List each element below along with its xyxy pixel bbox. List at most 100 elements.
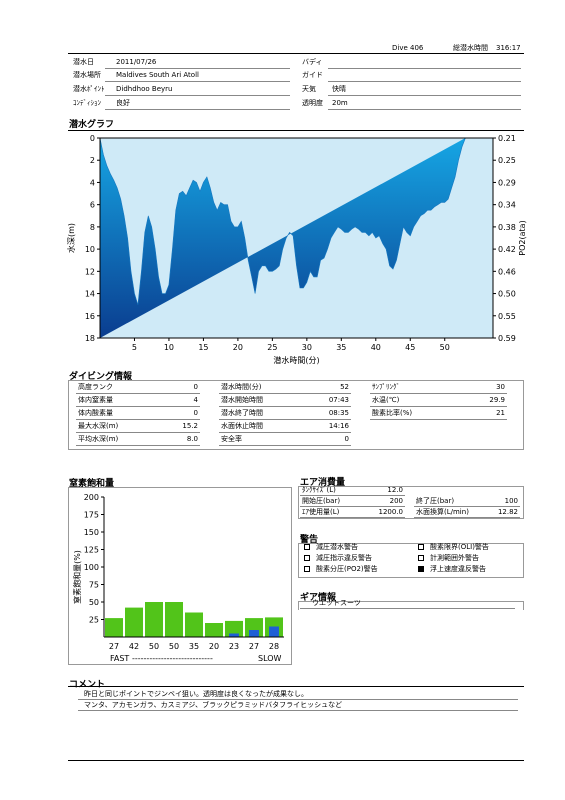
warning-item: 酸素限界(OLI)警告 — [418, 543, 489, 552]
nitrogen-y-tick-label: 150 — [84, 528, 99, 537]
dive-info-value: 21 — [496, 409, 505, 417]
underline — [76, 445, 200, 446]
visibility-label: 透明度 — [302, 99, 323, 107]
nitrogen-bar — [145, 602, 163, 637]
nitrogen-bar — [165, 602, 183, 637]
underline — [370, 419, 507, 420]
nitrogen-bar — [105, 618, 123, 637]
underline — [76, 393, 200, 394]
buddy-label: バディ — [302, 58, 323, 66]
warning-checkbox — [418, 566, 424, 572]
x-tick-label: 30 — [302, 343, 312, 352]
dive-info-label: 平均水深(m) — [78, 435, 119, 443]
y-tick-label: 10 — [85, 245, 95, 254]
underline — [76, 432, 200, 433]
underline — [328, 68, 521, 69]
underline — [414, 517, 520, 518]
nitrogen-bar — [249, 630, 259, 637]
x-tick-label: 35 — [336, 343, 346, 352]
nitrogen-y-tick-label: 175 — [84, 511, 99, 520]
nitrogen-bar — [125, 607, 143, 637]
comment-line-2: マンタ、アカモンガラ、カスミアジ、ブラックピラミッドバタフライヒッシュなど — [84, 701, 343, 709]
x-tick-label: 25 — [267, 343, 277, 352]
y2-tick-label: 0.46 — [498, 267, 516, 276]
nitrogen-chart: 25 50 75 100 125 150 175 200 27 42 50 50 35 20 23 27 28… — [72, 493, 284, 663]
graph-rule — [68, 130, 524, 131]
gear-item: ウエットスーツ — [312, 599, 361, 607]
x-axis-label: 潜水時間(分) — [273, 355, 319, 365]
tank-value: 12.0 — [387, 486, 403, 494]
underline — [76, 419, 200, 420]
underline — [78, 710, 518, 711]
dive-info-value: 07:43 — [328, 396, 349, 404]
y2-tick-label: 0.34 — [498, 201, 516, 210]
y2-axis-label: PO2(ata) — [518, 220, 527, 255]
dive-info-label: ｻﾝﾌﾟﾘﾝｸﾞ — [372, 383, 400, 391]
nitrogen-y-tick-label: 75 — [89, 581, 99, 590]
dive-info-value: 8.0 — [186, 435, 198, 443]
underline — [78, 699, 518, 700]
y-tick-label: 0 — [90, 134, 95, 143]
warning-item: 酸素分圧(PO2)警告 — [304, 565, 378, 574]
y-tick-label: 12 — [85, 267, 95, 276]
x-tick-label: 40 — [371, 343, 381, 352]
depth-area — [99, 137, 466, 338]
dive-info-value: 15.2 — [182, 422, 198, 430]
warning-item: 浮上速度違反警告 — [418, 565, 486, 574]
underline — [219, 419, 351, 420]
fast-slow-dashes: ---------------------------- — [132, 654, 213, 663]
nitrogen-y-tick-label: 100 — [84, 563, 99, 572]
nitrogen-bar — [205, 623, 223, 637]
nitrogen-category-label: 23 — [229, 642, 239, 651]
y2-tick-label: 0.25 — [498, 156, 516, 165]
warning-label: 酸素限界(OLI)警告 — [430, 543, 489, 551]
nitrogen-y-tick-label: 25 — [89, 616, 99, 625]
dive-info-label: 水温(℃) — [372, 396, 400, 404]
end-pressure-value: 100 — [504, 497, 518, 505]
warning-label: 酸素分圧(PO2)警告 — [316, 565, 378, 573]
x-tick-label: 45 — [405, 343, 415, 352]
plot-frame — [99, 137, 494, 339]
y2-tick-label: 0.42 — [498, 245, 516, 254]
warning-item: 減圧指示違反警告 — [304, 554, 372, 563]
nitrogen-category-label: 35 — [189, 642, 199, 651]
y2-tick-label: 0.38 — [498, 223, 516, 232]
y-tick-label: 16 — [85, 312, 95, 321]
warning-item: 計測範囲外警告 — [418, 554, 479, 563]
surface-rate-label: 水面換算(L/min) — [416, 508, 469, 516]
x-tick-label: 50 — [440, 343, 450, 352]
y2-tick-label: 0.29 — [498, 178, 516, 187]
dive-info-value: 52 — [340, 383, 349, 391]
dive-info-value: 4 — [193, 396, 198, 404]
condition-value: 良好 — [116, 99, 130, 107]
air-used-value: 1200.0 — [378, 508, 404, 516]
nitrogen-y-tick-label: 200 — [84, 493, 99, 502]
dive-info-value: 30 — [496, 383, 505, 391]
start-pressure-label: 開始圧(bar) — [302, 497, 341, 505]
date-value: 2011/07/26 — [116, 58, 157, 66]
nitrogen-category-label: 50 — [149, 642, 159, 651]
x-tick-label: 10 — [164, 343, 174, 352]
y2-tick-label: 0.21 — [498, 134, 516, 143]
warning-label: 減圧潜水警告 — [316, 543, 358, 551]
x-tick-label: 5 — [132, 343, 137, 352]
nitrogen-title: 窒素飽和量 — [69, 479, 115, 489]
weather-value: 快晴 — [332, 85, 346, 93]
fast-label: FAST — [110, 654, 129, 663]
nitrogen-bar — [269, 626, 279, 637]
underline — [76, 406, 200, 407]
dive-info-value: 29.9 — [489, 396, 505, 404]
comment-title: コメント — [69, 680, 106, 690]
total-time-value: 316:17 — [496, 44, 521, 52]
warning-checkbox — [304, 544, 310, 550]
dive-info-value: 0 — [193, 383, 198, 391]
air-used-label: ｴｱ使用量(L) — [302, 508, 340, 516]
warnings-title: 警告 — [300, 535, 319, 545]
nitrogen-bar — [225, 620, 243, 637]
air-title: エア消費量 — [300, 478, 346, 488]
dive-info-label: 酸素比率(%) — [372, 409, 413, 417]
point-value: Didhdhoo Beyru — [116, 85, 173, 93]
y2-tick-label: 0.50 — [498, 290, 516, 299]
nitrogen-y-label: 窒素飽和量(%) — [72, 550, 82, 604]
dive-number: Dive 406 — [392, 44, 424, 52]
